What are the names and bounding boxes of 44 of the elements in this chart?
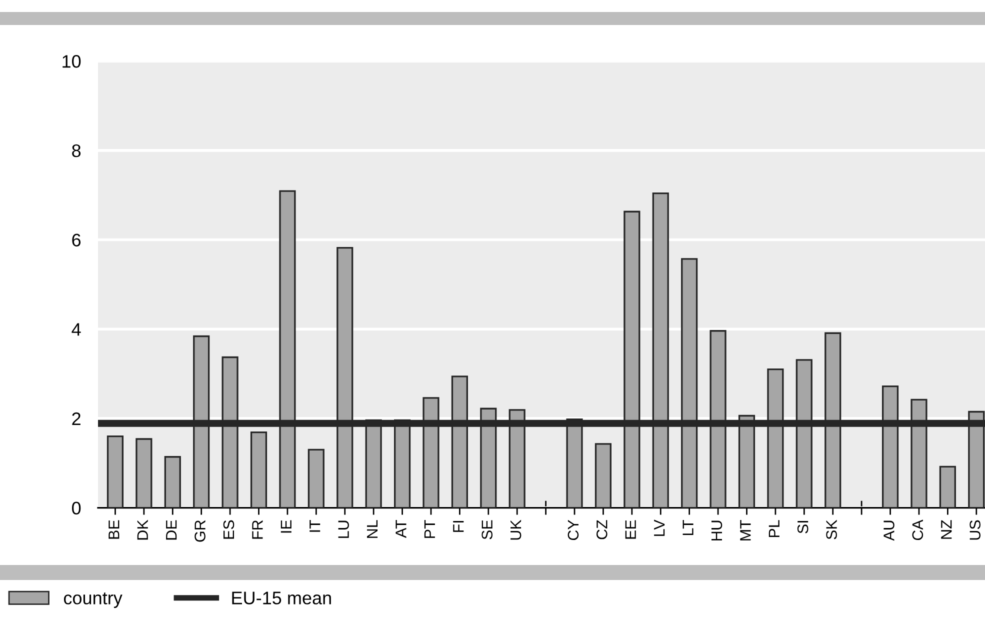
x-tick-label: PL [768,520,780,538]
legend-label: EU-15 mean [232,592,331,604]
bar [939,466,956,508]
bar [106,435,124,508]
x-tick-label: AU [884,520,894,541]
x-tick-label: CZ [596,520,608,540]
x-tick-label: GR [194,520,206,542]
x-tick-label: EE [625,520,636,539]
x-tick-label: FI [453,521,464,532]
x-tick-label: LU [338,520,349,538]
bar [164,456,181,508]
x-tick-label: IT [310,520,320,532]
x-tick-label: LT [682,520,694,536]
x-tick-label: BE [108,520,120,539]
x-tick-label: SI [797,521,808,534]
x-tick-label: NL [367,520,378,538]
y-tick-label: 4 [72,323,81,336]
x-tick-label: PT [424,520,435,538]
x-tick-label: ES [223,520,234,539]
x-tick-label: SE [482,520,492,540]
x-tick-label: UK [510,520,522,540]
y-tick-label: 10 [62,55,81,68]
x-tick-label: NZ [941,520,952,539]
bar [308,448,324,508]
x-tick-label: DE [166,520,177,540]
x-tick-label: HU [711,520,722,540]
bar [136,438,152,508]
x-tick-label: FR [252,520,263,539]
x-tick-label: MT [740,520,751,540]
x-tick-label: AT [396,520,406,538]
y-tick-label: 6 [72,234,81,246]
y-tick-label: 0 [72,502,81,515]
y-tick-label: 2 [72,412,80,425]
y-tick-label: 8 [72,144,81,158]
bar [250,431,268,508]
x-tick-label: US [970,520,980,540]
x-tick-label: LV [654,520,665,536]
bar [594,443,612,508]
x-tick-label: SK [826,520,837,540]
x-tick-label: IE [280,520,292,533]
x-tick-label: CY [568,520,579,540]
x-tick-label: DK [137,520,148,540]
x-tick-label: CA [912,520,924,540]
legend-label: country [64,592,122,608]
